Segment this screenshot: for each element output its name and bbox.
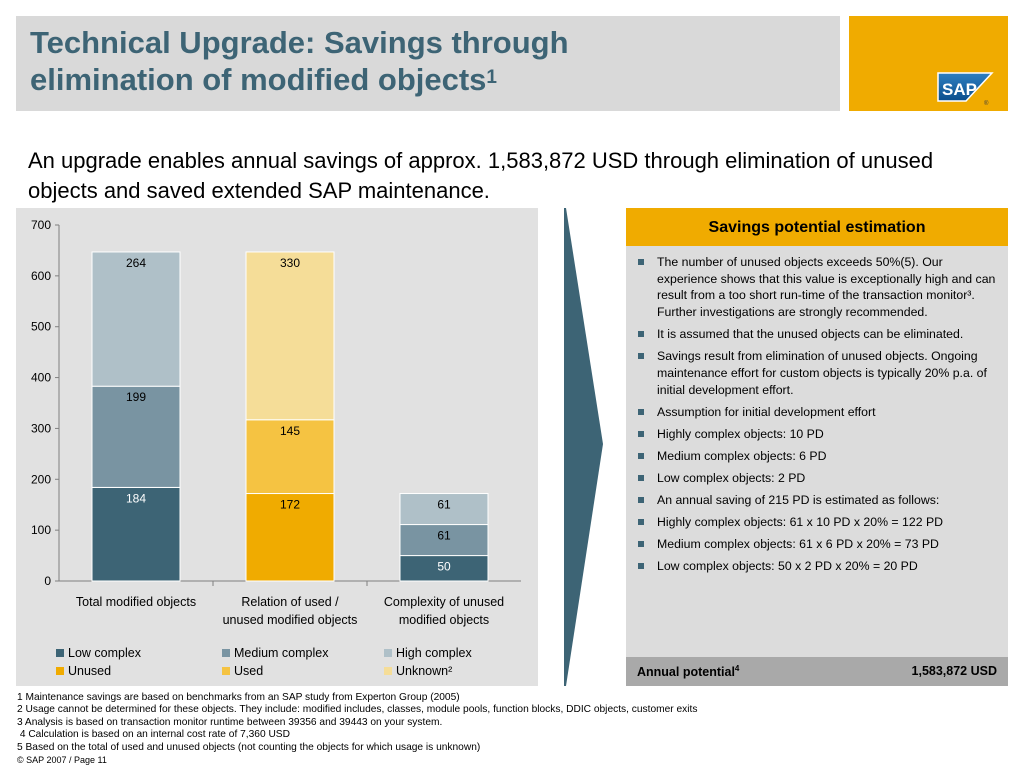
page-title-line2: elimination of modified objects (30, 62, 487, 97)
legend-label: Low complex (68, 646, 141, 660)
y-tick-label: 0 (44, 574, 51, 588)
bar-segment (91, 385, 181, 488)
title-footnote-ref: 1 (486, 67, 497, 88)
savings-bullet-item: Assumption for initial development effor… (634, 404, 1002, 421)
savings-bullet-item: Medium complex objects: 6 PD (634, 448, 1002, 465)
savings-bullet-item: Highly complex objects: 10 PD (634, 426, 1002, 443)
legend-label: Unknown² (396, 664, 453, 678)
savings-bullet-item: Medium complex objects: 61 x 6 PD x 20% … (634, 536, 1002, 553)
footnote-3: 3 Analysis is based on transaction monit… (17, 716, 443, 728)
x-category-label: Total modified objects (76, 595, 196, 609)
bar-segment (245, 419, 335, 495)
logo-text: SAP (942, 80, 977, 99)
x-category-label: modified objects (399, 613, 489, 627)
x-category-label: unused modified objects (223, 613, 358, 627)
x-category-label: Relation of used / (241, 595, 339, 609)
footnote-2: 2 Usage cannot be determined for these o… (17, 704, 698, 716)
savings-bullet-item: Highly complex objects: 61 x 10 PD x 20%… (634, 514, 1002, 531)
bar-segment (91, 251, 181, 387)
y-tick-label: 500 (31, 320, 51, 334)
legend-item: High complex (384, 646, 472, 660)
y-tick-label: 700 (31, 218, 51, 232)
page-title: Technical Upgrade: Savings through elimin… (30, 24, 569, 98)
legend-swatch (222, 667, 230, 675)
title-bar: Technical Upgrade: Savings through elimin… (16, 16, 840, 111)
legend-label: Used (234, 664, 264, 678)
legend-item: Unused (56, 664, 111, 678)
savings-bullet-item: Low complex objects: 50 x 2 PD x 20% = 2… (634, 558, 1002, 575)
arrow-chevron-icon (564, 208, 603, 686)
legend-label: Unused (68, 664, 112, 678)
bar-value-label: 184 (126, 491, 146, 505)
savings-bullet-item: An annual saving of 215 PD is estimated … (634, 492, 1002, 509)
savings-bullet-item: It is assumed that the unused objects ca… (634, 326, 1002, 343)
legend-item: Medium complex (222, 646, 328, 660)
footnote-4: 4 Calculation is based on an internal co… (17, 729, 290, 741)
x-category-label: Complexity of unused (384, 595, 504, 609)
bar-value-label: 61 (437, 498, 451, 512)
subtitle: An upgrade enables annual savings of app… (28, 148, 934, 203)
footnote-1: 1 Maintenance savings are based on bench… (17, 692, 460, 703)
legend-swatch (56, 649, 64, 657)
savings-bullet-item: Low complex objects: 2 PD (634, 470, 1002, 487)
legend-swatch (384, 649, 392, 657)
annual-potential-label-text: Annual potential (637, 665, 735, 680)
bar-value-label: 264 (126, 256, 146, 270)
annual-footnote-ref: 4 (734, 664, 740, 673)
legend-swatch (56, 667, 64, 675)
bar-value-label: 61 (437, 529, 451, 543)
y-tick-label: 600 (31, 269, 51, 283)
footnote-5: 5 Based on the total of used and unused … (17, 741, 481, 753)
bar-segment (399, 524, 489, 557)
savings-bullet-list: The number of unused objects exceeds 50%… (634, 254, 1002, 581)
bar-segment (245, 251, 335, 421)
annual-potential-value: 1,583,872 USD (911, 664, 997, 678)
bar-value-label: 145 (280, 424, 300, 438)
y-tick-label: 300 (31, 421, 51, 435)
bar-segment (245, 493, 335, 582)
y-tick-label: 200 (31, 472, 51, 486)
stacked-bar-chart: 0 100 200 300 400 500 600 700 184 199 264 Total mod… (31, 218, 521, 627)
bar-value-label: 330 (280, 256, 300, 270)
legend-item: Low complex (56, 646, 141, 660)
y-tick-label: 100 (31, 523, 51, 537)
bar-value-label: 199 (126, 390, 146, 404)
annual-potential-bar: Annual potential4 1,583,872 USD (626, 657, 1008, 686)
legend-item: Unknown² (384, 664, 452, 678)
bar-segment (399, 555, 489, 582)
legend-swatch (384, 667, 392, 675)
savings-panel-header: Savings potential estimation (626, 208, 1008, 246)
footnotes: 1 Maintenance savings are based on bench… (17, 692, 1017, 766)
sap-logo: SAP ® (937, 72, 994, 107)
legend-label: High complex (396, 646, 472, 660)
y-tick-label: 400 (31, 371, 51, 385)
savings-bullet-item: The number of unused objects exceeds 50%… (634, 254, 1002, 321)
bar-value-label: 172 (280, 498, 300, 512)
page-title-line1: Technical Upgrade: Savings through (30, 25, 569, 60)
bar-value-label: 50 (437, 560, 451, 574)
page-footer: © SAP 2007 / Page 11 (17, 755, 107, 766)
annual-potential-label: Annual potential4 (637, 664, 739, 679)
legend-label: Medium complex (234, 646, 329, 660)
savings-bullet-item: Savings result from elimination of unuse… (634, 348, 1002, 398)
bar-segment (91, 486, 181, 582)
logo-registered-mark: ® (984, 100, 989, 107)
logo-box: SAP ® (849, 16, 1008, 111)
legend-swatch (222, 649, 230, 657)
bar-segment (399, 493, 489, 526)
savings-panel: Savings potential estimation The number … (626, 208, 1008, 686)
legend-item: Used (222, 664, 263, 678)
